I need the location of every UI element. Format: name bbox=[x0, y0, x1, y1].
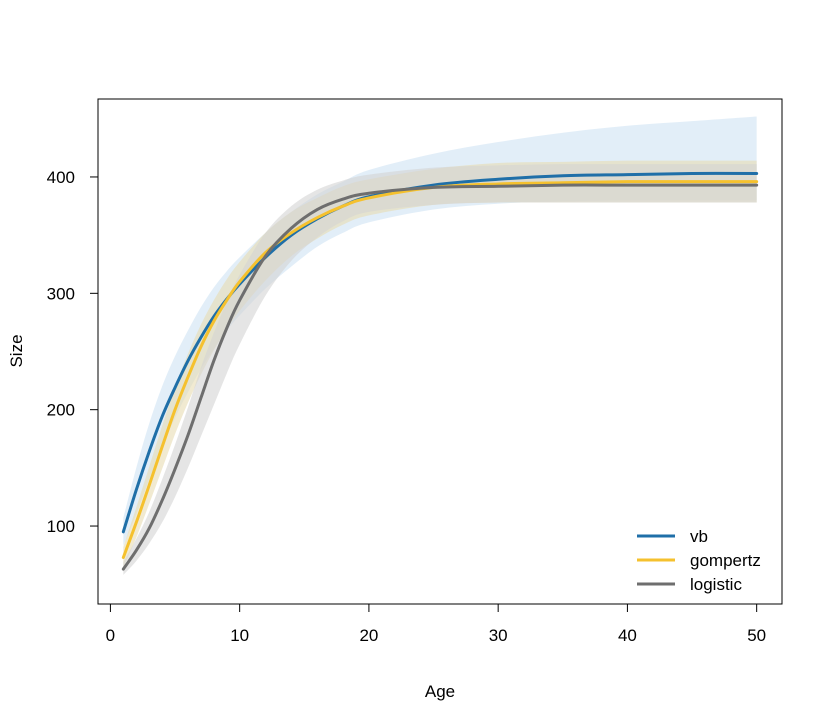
vb-series-line bbox=[121, 171, 759, 534]
x-axis: 0 10 20 30 40 50 bbox=[106, 603, 766, 645]
legend: vb gompertz logistic bbox=[637, 527, 761, 594]
y-tick-label: 100 bbox=[47, 517, 75, 536]
x-tick-label: 30 bbox=[489, 626, 508, 645]
x-tick-label: 0 bbox=[106, 626, 115, 645]
x-tick-label: 40 bbox=[618, 626, 637, 645]
logistic-series-line bbox=[121, 183, 759, 571]
y-tick-label: 300 bbox=[47, 284, 75, 303]
gompertz-legend-label: gompertz bbox=[690, 551, 761, 570]
x-tick-label: 10 bbox=[230, 626, 249, 645]
confidence-bands bbox=[123, 116, 757, 575]
series-lines bbox=[121, 171, 759, 571]
logistic-legend-label: logistic bbox=[690, 575, 742, 594]
x-tick-label: 20 bbox=[359, 626, 378, 645]
vb-legend-label: vb bbox=[690, 527, 708, 546]
logistic-confidence-band bbox=[123, 164, 757, 575]
x-axis-label: Age bbox=[425, 682, 455, 701]
y-axis-label: Size bbox=[7, 334, 26, 367]
y-tick-label: 200 bbox=[47, 401, 75, 420]
y-axis: 100 200 300 400 bbox=[47, 168, 99, 536]
y-tick-label: 400 bbox=[47, 168, 75, 187]
x-tick-label: 50 bbox=[747, 626, 766, 645]
